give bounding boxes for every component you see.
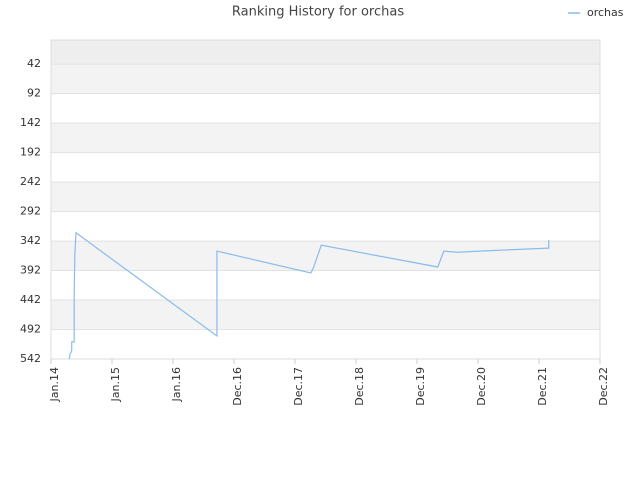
y-tick-label: 442 <box>20 293 41 306</box>
grid-band <box>51 270 600 301</box>
grid-band <box>51 211 600 242</box>
grid-band <box>51 300 600 330</box>
line <box>68 231 550 360</box>
grid-band <box>51 64 600 94</box>
grid-band <box>51 123 600 153</box>
y-tick-label: 392 <box>20 264 41 277</box>
x-tick-label: Dec.18 <box>353 367 366 406</box>
chart-title: Ranking History for orchas <box>232 5 404 20</box>
plot-border <box>50 39 601 360</box>
grid-band <box>51 93 600 124</box>
y-tick-label: 342 <box>20 234 41 247</box>
grid-band <box>51 182 600 212</box>
x-tick-label: Jan.15 <box>109 367 122 402</box>
x-tick-label: Dec.21 <box>536 367 549 406</box>
x-tick-label: Dec.16 <box>231 367 244 406</box>
y-tick-label: 192 <box>20 146 41 159</box>
y-tick-label: 492 <box>20 323 41 336</box>
grid-band <box>51 152 600 183</box>
x-tick-label: Jan.14 <box>48 367 61 402</box>
x-tick-label: Dec.22 <box>597 367 610 406</box>
x-tick-label: Dec.20 <box>475 367 488 406</box>
y-tick-label: 42 <box>27 57 41 70</box>
legend-label: orchas <box>587 6 624 19</box>
grid-band <box>51 329 600 359</box>
y-tick-label: 142 <box>20 116 41 129</box>
x-tick-label: Dec.19 <box>414 367 427 406</box>
x-tick-label: Jan.16 <box>170 367 183 402</box>
grid-band <box>51 40 600 65</box>
x-tick-label: Dec.17 <box>292 367 305 406</box>
y-tick-label: 292 <box>20 205 41 218</box>
y-tick-label: 92 <box>27 87 41 100</box>
y-tick-label: 542 <box>20 352 41 365</box>
y-tick-label: 242 <box>20 175 41 188</box>
